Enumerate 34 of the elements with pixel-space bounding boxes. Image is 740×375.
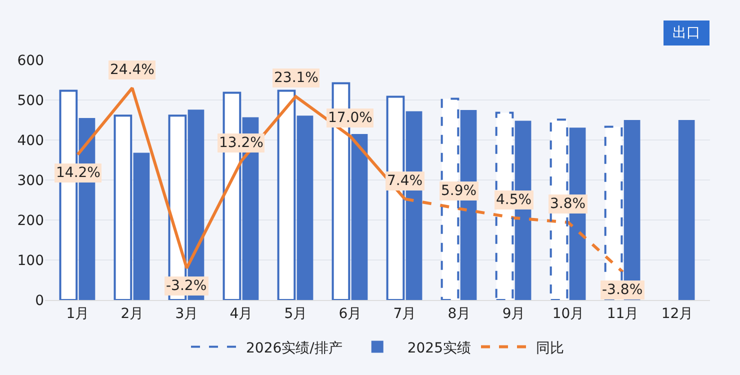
y-tick-label: 0	[35, 292, 44, 309]
y-tick-label: 100	[17, 252, 44, 269]
x-tick-label: 7月	[393, 306, 416, 322]
y-tick-label: 200	[17, 212, 44, 229]
data-label: -3.8%	[602, 282, 643, 298]
x-tick-label: 2月	[120, 306, 144, 322]
y-tick-label: 500	[17, 92, 44, 109]
data-label: 7.4%	[387, 173, 423, 189]
x-tick-label: 5月	[284, 306, 308, 322]
data-label: 14.2%	[56, 165, 100, 181]
legend-label: 2026实绩/排产	[246, 340, 342, 356]
x-tick-label: 8月	[448, 306, 471, 322]
y-tick-label: 400	[17, 132, 44, 149]
x-tick-label: 10月	[552, 306, 584, 322]
data-label: -3.2%	[166, 278, 207, 294]
x-tick-label: 12月	[661, 306, 694, 322]
data-label: 13.2%	[219, 135, 264, 151]
data-label: 17.0%	[328, 110, 372, 126]
x-tick-label: 9月	[502, 306, 526, 322]
x-tick-label: 3月	[175, 306, 198, 322]
data-label: 3.8%	[550, 196, 586, 212]
y-tick-label: 600	[17, 52, 44, 69]
legend-label: 同比	[536, 340, 564, 356]
data-label: 5.9%	[441, 183, 477, 199]
y-tick-label: 300	[17, 172, 44, 189]
data-label: 23.1%	[274, 70, 318, 86]
x-tick-label: 4月	[230, 306, 253, 322]
x-tick-label: 6月	[338, 306, 362, 322]
x-tick-label: 1月	[66, 306, 90, 322]
data-label: 4.5%	[496, 192, 532, 208]
legend-label: 2025实绩	[407, 340, 471, 356]
x-tick-label: 11月	[606, 306, 639, 322]
text: 出口	[668, 25, 705, 41]
data-label: 24.4%	[110, 62, 154, 78]
